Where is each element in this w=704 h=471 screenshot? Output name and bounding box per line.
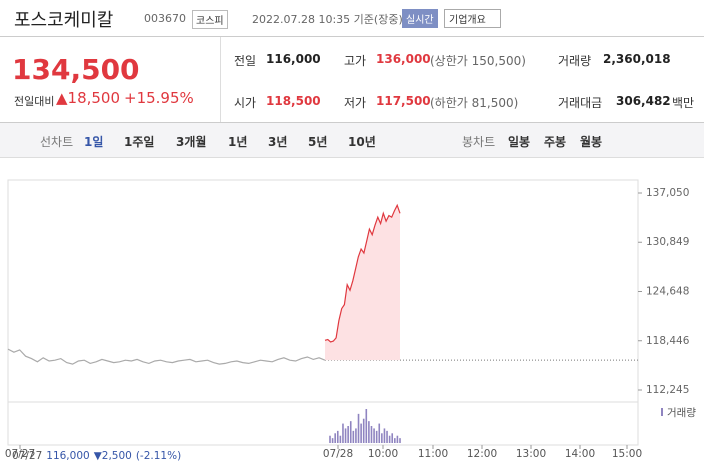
tab[interactable]: 1년 xyxy=(228,135,248,149)
x-tick-label: 11:00 xyxy=(418,448,448,460)
volume-bar xyxy=(399,438,401,443)
volume-bar xyxy=(368,421,370,443)
volume-bar xyxy=(362,418,365,443)
stat-extra: (상한가 150,500) xyxy=(430,54,526,68)
y-tick-label: 118,446 xyxy=(646,335,690,347)
stock-code: 003670 xyxy=(144,12,186,25)
tab[interactable]: 10년 xyxy=(348,135,376,149)
tab[interactable]: 1일 xyxy=(84,135,104,149)
volume-bar xyxy=(355,428,357,443)
volume-bar xyxy=(339,435,342,443)
price-line xyxy=(324,203,401,343)
stat-label: 저가 xyxy=(344,96,367,110)
footer-change: ▼2,500 xyxy=(94,450,132,462)
stat-extra: (하한가 81,500) xyxy=(430,96,519,110)
tab[interactable]: 5년 xyxy=(308,135,328,149)
volume-bar xyxy=(370,426,373,443)
timestamp: 2022.07.28 10:35 기준(장중) xyxy=(252,13,403,26)
volume-bar xyxy=(378,423,381,443)
price-panel: 134,500 전일대비 ▲18,500 +15.95% 전일 116,000 고가… xyxy=(0,37,704,123)
volume-bar xyxy=(383,428,386,443)
tab[interactable]: 1주일 xyxy=(124,135,155,149)
volume-bar xyxy=(365,409,368,443)
company-dropdown[interactable]: 기업개요 xyxy=(444,9,501,28)
stat-value: 116,000 xyxy=(266,52,321,66)
volume-bar xyxy=(391,433,394,443)
y-tick-label: 137,050 xyxy=(646,187,689,199)
y-tick-label: 124,648 xyxy=(646,285,689,297)
volume-bar xyxy=(344,428,347,443)
stat-value: 2,360,018 xyxy=(603,52,671,66)
change-rate: +15.95% xyxy=(124,89,194,107)
price-line xyxy=(7,348,326,365)
volume-bar xyxy=(386,430,388,443)
volume-bar xyxy=(396,435,399,443)
header: 포스코케미칼 003670 코스피 2022.07.28 10:35 기준(장중… xyxy=(0,0,704,37)
stat-label: 거래대금 xyxy=(558,96,603,110)
volume-bar xyxy=(388,435,391,443)
x-tick-label: 13:00 xyxy=(516,448,546,460)
realtime-button[interactable]: 실시간 xyxy=(402,9,438,28)
stat-value: 306,482 xyxy=(616,94,671,108)
stat-value: 136,000 xyxy=(376,52,431,66)
footer-close: 116,000 xyxy=(46,450,89,462)
tab[interactable]: 3년 xyxy=(268,135,288,149)
volume-bar xyxy=(336,430,339,443)
tab[interactable]: 3개월 xyxy=(176,135,207,149)
footer-rate: (-2.11%) xyxy=(136,450,181,462)
tab-group-label: 선차트 xyxy=(40,135,74,149)
x-tick-label: 15:00 xyxy=(612,448,642,460)
x-tick-label: 12:00 xyxy=(467,448,497,460)
stat-label: 전일 xyxy=(234,54,257,68)
footer-date: 07/27 xyxy=(12,450,42,462)
y-tick-label: 130,849 xyxy=(646,236,689,248)
chart-tabs: 선차트 1일 1주일 3개월 1년 3년 5년 10년 봉차트 일봉 주봉 월봉 xyxy=(0,123,704,158)
divider xyxy=(220,37,221,122)
volume-bar xyxy=(334,433,336,443)
tab[interactable]: 주봉 xyxy=(544,135,567,149)
stat-label: 시가 xyxy=(234,96,257,110)
volume-bar xyxy=(375,430,378,443)
stat-unit: 백만 xyxy=(672,96,695,110)
x-tick-label: 07/27 xyxy=(5,448,35,460)
market-badge: 코스피 xyxy=(192,10,228,29)
current-price: 134,500 xyxy=(12,53,140,86)
y-tick-label: 112,245 xyxy=(646,384,689,396)
stock-name: 포스코케미칼 xyxy=(14,10,114,31)
x-tick-label: 10:00 xyxy=(368,448,398,460)
footer-info: 07/27 116,000 ▼2,500 (-2.11%) xyxy=(12,450,181,462)
volume-bar xyxy=(352,430,355,443)
volume-bar xyxy=(347,426,349,443)
legend-swatch xyxy=(661,408,663,416)
tab-group-label: 봉차트 xyxy=(462,135,496,149)
price-chart: 137,050 130,849 124,648 118,446 112,245 07/27… xyxy=(5,179,696,462)
volume-bar xyxy=(342,423,344,443)
change-label: 전일대비 xyxy=(14,95,55,108)
tab[interactable]: 일봉 xyxy=(508,135,531,149)
volume-bar xyxy=(373,428,375,443)
legend-label: 거래량 xyxy=(667,407,696,419)
x-tick-label: 14:00 xyxy=(565,448,595,460)
area-fill xyxy=(325,205,400,361)
stat-label: 고가 xyxy=(344,54,367,68)
volume-bar xyxy=(357,413,360,443)
tab[interactable]: 월봉 xyxy=(580,135,603,149)
volume-bar xyxy=(331,438,334,443)
volume-frame xyxy=(7,401,639,446)
plot-frame xyxy=(7,179,639,403)
volume-bar xyxy=(349,421,352,443)
volume-bar xyxy=(329,435,331,443)
x-tick-label: 07/28 xyxy=(323,448,353,460)
volume-bar xyxy=(381,433,383,443)
stat-value: 118,500 xyxy=(266,94,321,108)
stat-value: 117,500 xyxy=(376,94,431,108)
change-value: ▲18,500 xyxy=(56,89,121,107)
volume-bar xyxy=(394,438,396,443)
stat-label: 거래량 xyxy=(558,54,592,68)
volume-bar xyxy=(360,423,362,443)
